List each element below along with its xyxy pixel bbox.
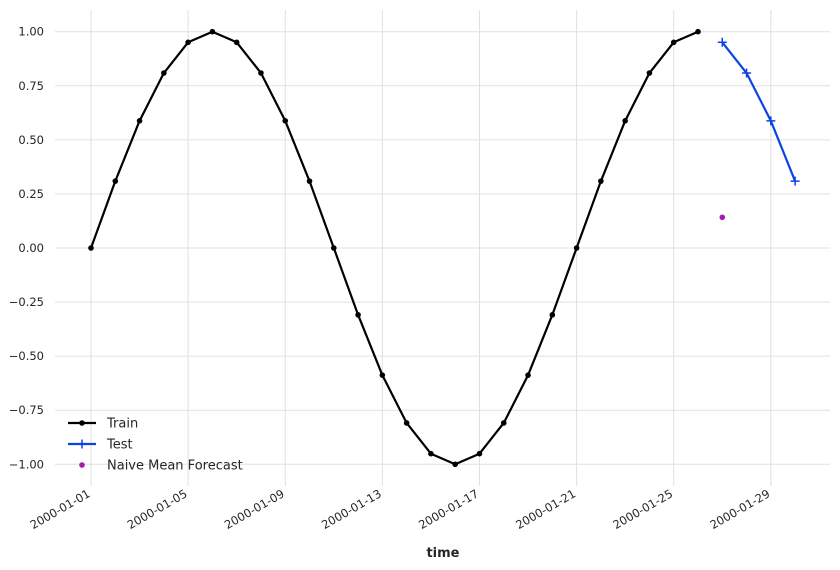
x-tick-label: 2000-01-13 bbox=[319, 486, 384, 532]
data-point-train bbox=[598, 178, 604, 184]
x-tick-label: 2000-01-01 bbox=[28, 486, 93, 532]
y-tick-label: −1.00 bbox=[9, 457, 44, 471]
y-tick-label: −0.25 bbox=[9, 295, 44, 309]
data-point-train bbox=[282, 118, 289, 124]
y-axis-ticks: 1.00 0.75 0.50 0.25 0.00 −0.25 −0.50 −0.75 −1.00 bbox=[9, 25, 44, 472]
y-tick-label: 0.00 bbox=[18, 241, 44, 255]
series-test bbox=[717, 37, 800, 186]
legend-swatch-marker bbox=[79, 462, 85, 468]
data-point-naive-mean-forecast bbox=[719, 214, 726, 221]
series-line-test bbox=[721, 41, 797, 182]
y-tick-label: 0.25 bbox=[18, 187, 44, 201]
data-point-train bbox=[306, 178, 313, 184]
legend-item-naive-mean-forecast: Naive Mean Forecast bbox=[79, 459, 243, 474]
y-tick-label: −0.75 bbox=[9, 403, 44, 417]
y-tick-label: 0.50 bbox=[18, 133, 44, 147]
data-point-train bbox=[622, 118, 628, 124]
legend-label: Train bbox=[106, 417, 138, 432]
data-point-train bbox=[233, 39, 240, 46]
data-point-test bbox=[717, 37, 727, 47]
y-tick-label: 0.75 bbox=[18, 79, 44, 93]
data-point-train bbox=[670, 39, 677, 46]
data-point-train bbox=[428, 450, 434, 457]
data-point-train bbox=[525, 372, 531, 378]
legend-label: Test bbox=[106, 438, 133, 453]
legend-item-train: Train bbox=[68, 417, 138, 432]
data-point-train bbox=[573, 245, 580, 251]
legend-item-test: Test bbox=[68, 438, 133, 453]
x-axis-ticks: 2000-01-01 2000-01-05 2000-01-09 2000-01-13… bbox=[28, 486, 773, 532]
legend: Train Test Naive Mean Forecast bbox=[68, 417, 243, 474]
data-point-train bbox=[379, 372, 386, 378]
data-point-test bbox=[742, 68, 752, 78]
data-point-train bbox=[258, 70, 264, 76]
data-point-test bbox=[790, 176, 800, 186]
data-point-train bbox=[112, 178, 119, 184]
y-tick-label: −0.50 bbox=[9, 349, 44, 363]
x-tick-label: 2000-01-29 bbox=[707, 486, 772, 532]
series-train bbox=[88, 28, 701, 468]
data-point-test bbox=[766, 116, 776, 126]
data-point-train bbox=[209, 28, 216, 35]
x-tick-label: 2000-01-25 bbox=[610, 486, 675, 532]
x-tick-label: 2000-01-05 bbox=[125, 486, 190, 532]
series-naive-mean-forecast bbox=[719, 214, 726, 221]
legend-swatch-marker bbox=[79, 420, 85, 426]
data-point-train bbox=[646, 70, 653, 76]
grid bbox=[55, 10, 830, 486]
data-point-train bbox=[452, 461, 459, 468]
data-point-train bbox=[500, 420, 507, 426]
data-point-train bbox=[185, 39, 191, 46]
legend-label: Naive Mean Forecast bbox=[107, 459, 243, 474]
data-point-train bbox=[161, 70, 167, 76]
series-line-train bbox=[89, 30, 699, 466]
x-tick-label: 2000-01-17 bbox=[416, 486, 481, 532]
x-axis-title: time bbox=[426, 546, 459, 561]
y-tick-label: 1.00 bbox=[18, 25, 44, 39]
data-point-train bbox=[331, 245, 337, 251]
data-point-train bbox=[355, 312, 361, 318]
series-layer bbox=[88, 28, 800, 468]
data-point-train bbox=[136, 118, 143, 124]
data-point-train bbox=[549, 312, 556, 318]
legend-swatch-marker bbox=[77, 439, 87, 449]
x-tick-label: 2000-01-09 bbox=[222, 486, 287, 532]
x-tick-label: 2000-01-21 bbox=[513, 486, 578, 532]
data-point-train bbox=[476, 450, 483, 457]
data-point-train bbox=[695, 28, 701, 35]
data-point-train bbox=[403, 420, 410, 426]
data-point-train bbox=[88, 245, 94, 251]
